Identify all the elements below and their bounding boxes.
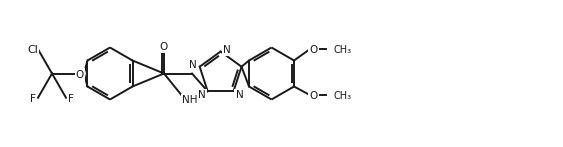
Text: CH₃: CH₃ [333, 91, 351, 101]
Text: F: F [30, 94, 36, 104]
Text: N: N [198, 90, 205, 100]
Text: O: O [310, 45, 318, 55]
Text: N: N [235, 90, 243, 100]
Text: N: N [222, 45, 230, 55]
Text: O: O [310, 91, 318, 101]
Text: CH₃: CH₃ [333, 45, 351, 55]
Text: N: N [189, 60, 196, 70]
Text: O: O [160, 41, 168, 51]
Text: F: F [68, 94, 74, 104]
Text: NH: NH [182, 95, 198, 105]
Text: Cl: Cl [27, 45, 38, 55]
Text: O: O [76, 70, 84, 80]
